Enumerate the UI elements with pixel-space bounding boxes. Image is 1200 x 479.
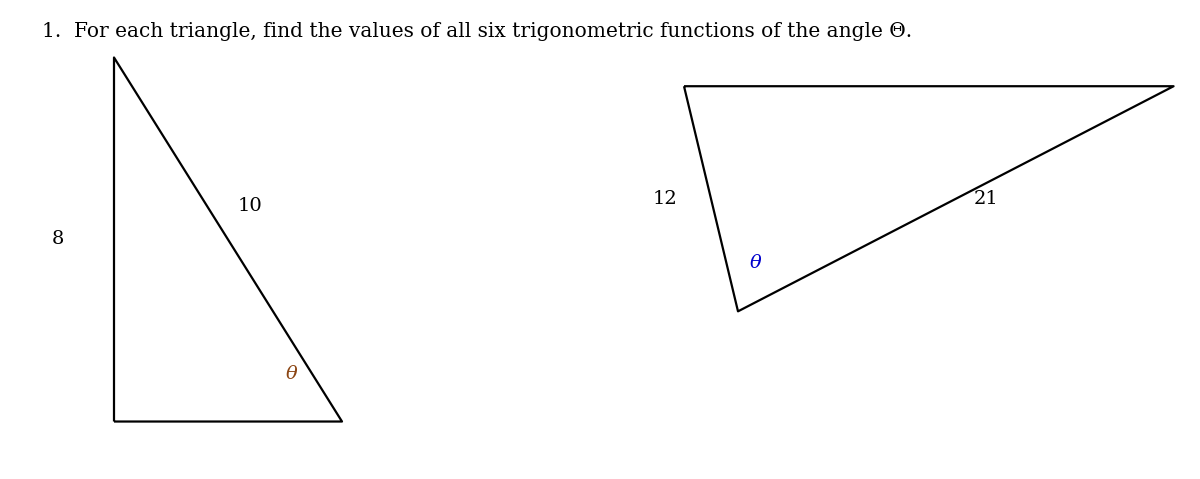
Text: 1.  For each triangle, find the values of all six trigonometric functions of the: 1. For each triangle, find the values of…: [42, 22, 912, 41]
Text: 21: 21: [973, 190, 998, 208]
Text: 8: 8: [52, 230, 64, 249]
Text: 12: 12: [653, 190, 678, 208]
Text: 10: 10: [238, 197, 262, 215]
Text: θ: θ: [286, 365, 298, 383]
Text: θ: θ: [750, 254, 762, 273]
